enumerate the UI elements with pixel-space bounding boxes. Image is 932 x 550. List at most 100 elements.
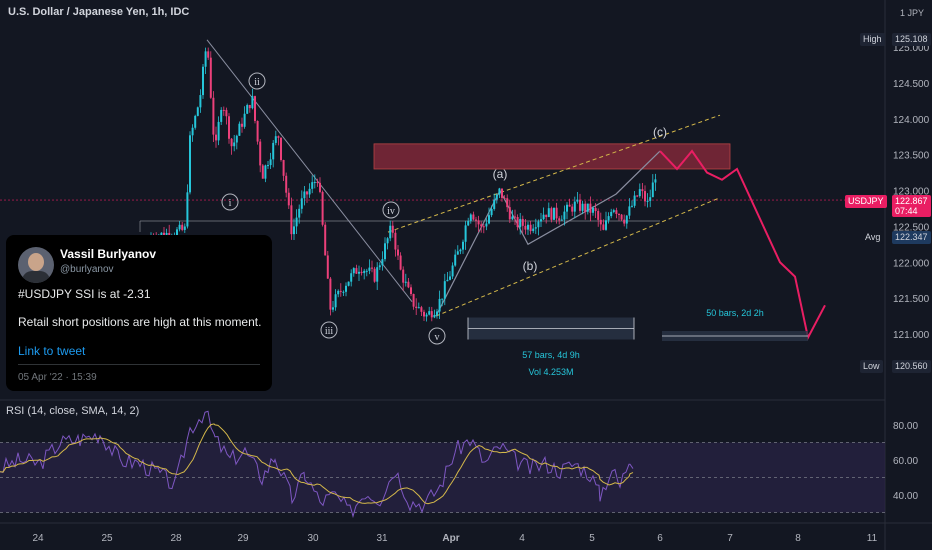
rsi-tick-label: 80.00 [893,421,918,432]
candle-body [456,251,459,255]
supply-zone [373,143,731,170]
candle-body [295,217,298,227]
low-value: 120.560 [892,360,931,373]
chart-title: U.S. Dollar / Japanese Yen, 1h, IDC [8,6,190,18]
tweet-card[interactable]: Vassil Burlyanov @burlyanov #USDJPY SSI … [6,235,272,391]
candle-body [631,205,633,207]
candle-body [566,204,568,212]
currency-label: 1 JPY [900,8,924,18]
candle-body [412,294,415,307]
candle-body [482,226,485,228]
rsi-band [0,442,885,513]
candle-body [506,198,509,208]
candle-body [389,225,392,239]
candle-body [394,232,397,250]
wave-label-b: (b) [523,259,538,273]
candle-body [186,192,189,227]
candle-body [532,228,535,232]
candle-body [623,219,626,224]
candle-body [503,197,506,199]
price-tick-label: 121.000 [893,330,930,341]
wave-marker-circle [428,327,446,345]
candle-body [654,179,657,183]
candle-body [189,135,191,193]
candle-body [371,267,373,269]
avg-label: Avg [862,231,884,244]
candle-body [618,214,620,216]
time-tick-label: 24 [32,533,44,544]
candle-body [228,116,230,139]
candle-body [480,224,483,227]
candle-body [313,181,316,183]
candle-body [568,204,571,207]
candle-body [196,107,199,116]
candle-body [160,232,163,237]
candle-body [433,314,436,318]
candle-body [501,188,503,198]
candle-body [620,214,623,220]
candle-body [300,198,303,209]
candle-body [649,197,652,201]
candle-body [581,203,584,211]
candle-body [472,214,475,220]
wave-label-a: (a) [493,167,508,181]
candle-body [176,229,178,237]
candle-body [542,214,545,220]
tweet-link[interactable]: Link to tweet [18,344,86,358]
candle-body [594,207,597,212]
candle-body [467,220,470,226]
candle-body [321,191,324,225]
candle-body [633,195,636,206]
candle-body [519,218,522,228]
candle-body [636,195,639,197]
rsi-indicator-label[interactable]: RSI (14, close, SMA, 14, 2) [6,405,140,417]
candle-body [277,136,280,138]
candle-body [345,285,347,292]
candle-body [220,109,223,122]
price-tick-label: 122.500 [893,222,930,233]
wave-marker-circle [320,321,338,339]
candle-body [384,243,386,260]
candle-body [430,311,433,318]
candle-body [376,267,379,282]
candle-body [230,138,233,147]
wave-label-c: (c) [653,125,667,139]
candle-body [404,281,407,283]
candle-body [573,201,576,212]
candle-body [254,96,256,121]
avg-value: 122.347 [892,231,931,244]
candle-body [599,219,602,225]
wave-marker-label: ii [254,77,260,88]
candle-body [454,254,457,266]
candle-body [527,224,529,230]
candle-body [602,224,605,230]
candle-body [451,265,454,277]
candle-body [610,211,613,217]
candle-body [441,298,444,300]
candle-body [563,211,566,220]
time-tick-label: 29 [237,533,249,544]
price-tick-label: 125.000 [893,43,930,54]
candle-body [638,189,641,197]
candle-body [560,219,563,221]
candle-body [225,109,228,117]
candle-body [332,307,334,310]
candle-body [303,191,306,199]
candle-body [534,227,537,229]
candle-body [417,307,420,309]
candle-body [423,311,425,317]
candle-body [495,194,498,200]
candle-body [329,278,332,310]
candle-body [646,200,649,202]
low-label: Low [860,360,883,373]
candle-body [589,203,592,213]
high-value: 125.108 [892,33,931,46]
wave-marker-circle [221,193,239,211]
candle-body [342,291,345,293]
wave-marker-label: iii [325,326,334,337]
candle-body [651,182,654,198]
price-tick-label: 123.500 [893,151,930,162]
wave-marker-label: v [435,332,440,343]
rsi-tick-label: 40.00 [893,491,918,502]
